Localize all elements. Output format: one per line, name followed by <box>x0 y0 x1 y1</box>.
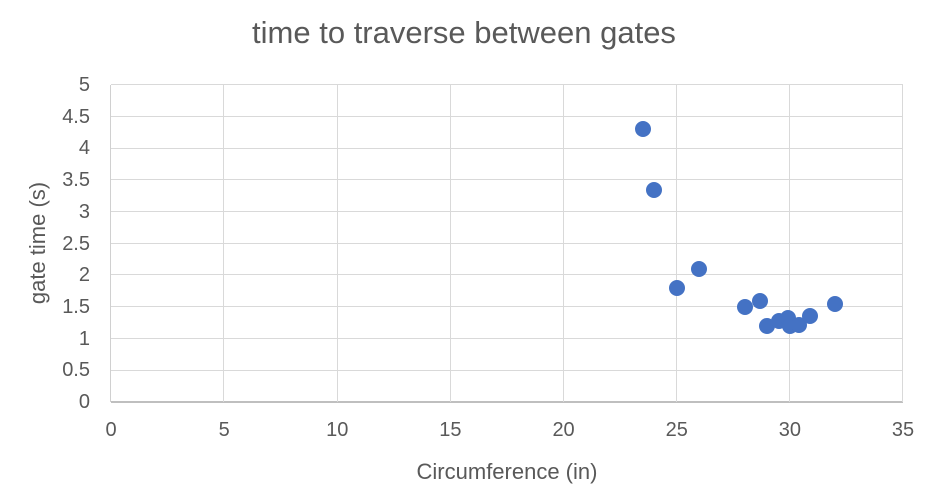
chart-title: time to traverse between gates <box>252 15 676 50</box>
y-tick-label: 0 <box>78 391 90 413</box>
y-tick-label: 1 <box>78 327 90 350</box>
v-gridline <box>789 85 791 402</box>
h-gridline <box>111 337 903 339</box>
h-gridline <box>111 242 903 244</box>
y-tick-label: 4 <box>78 137 90 160</box>
y-tick-label: 2.5 <box>62 232 90 255</box>
v-gridline <box>902 85 904 402</box>
x-tick-label: 0 <box>105 419 117 441</box>
data-point <box>634 121 651 138</box>
y-tick-label: 5 <box>78 74 90 96</box>
data-point <box>827 295 844 312</box>
h-gridline <box>111 179 903 181</box>
x-tick-label: 15 <box>439 419 462 441</box>
h-gridline <box>111 369 903 371</box>
y-tick-label: 3.5 <box>62 169 90 192</box>
v-gridline <box>675 85 677 402</box>
v-gridline <box>562 85 564 402</box>
v-gridline <box>223 85 225 402</box>
v-gridline <box>336 85 338 402</box>
x-tick-label: 20 <box>552 419 575 441</box>
y-tick-label: 0.5 <box>62 359 90 382</box>
plot-area <box>110 84 904 403</box>
data-point <box>691 260 708 277</box>
x-tick-label: 5 <box>218 419 230 441</box>
x-tick-label: 10 <box>326 419 349 441</box>
data-point <box>646 181 663 198</box>
x-tick-label: 30 <box>778 419 801 441</box>
y-tick-label: 2 <box>78 264 90 287</box>
x-tick-label: 25 <box>665 419 688 441</box>
h-gridline <box>111 147 903 149</box>
h-gridline <box>111 211 903 213</box>
h-gridline <box>111 274 903 276</box>
x-axis-line <box>111 401 903 403</box>
data-point <box>736 298 753 315</box>
h-gridline <box>111 84 903 86</box>
y-tick-label: 3 <box>78 200 90 223</box>
data-point <box>802 308 819 325</box>
x-axis-title: Circumference (in) <box>416 459 598 484</box>
h-gridline <box>111 306 903 308</box>
y-tick-label: 4.5 <box>62 105 90 128</box>
y-axis-line <box>110 85 111 402</box>
x-tick-label: 35 <box>891 419 915 441</box>
v-gridline <box>449 85 451 402</box>
data-point <box>668 279 685 296</box>
h-gridline <box>111 115 903 117</box>
data-point <box>752 292 769 309</box>
y-tick-label: 1.5 <box>62 295 90 318</box>
